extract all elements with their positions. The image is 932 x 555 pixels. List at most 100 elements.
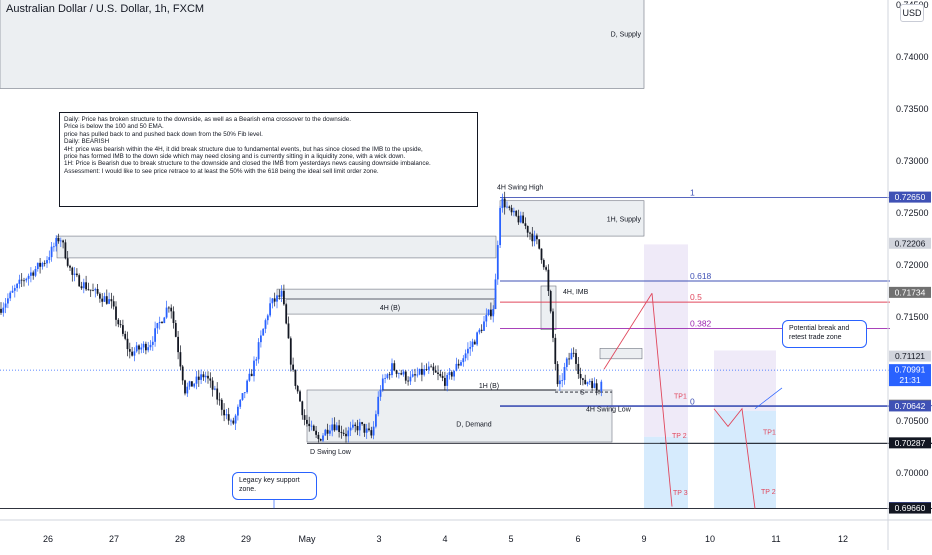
price-label-box <box>889 437 931 449</box>
x-tick-label: 6 <box>575 534 580 544</box>
price-label-text: 0.70642 <box>895 401 926 411</box>
candle-body <box>96 288 99 294</box>
price-label-text: 0.72206 <box>895 238 926 248</box>
candle-body <box>0 308 2 313</box>
price-label-box <box>889 400 931 412</box>
candle-body <box>418 368 421 375</box>
currency-button[interactable]: USD <box>900 4 924 22</box>
candle-body <box>372 426 375 436</box>
callout-pointer <box>754 387 783 409</box>
candle-body <box>177 336 179 353</box>
candle-body <box>469 347 472 349</box>
candle-body <box>363 423 366 433</box>
candle-body <box>292 364 294 370</box>
candle-body <box>317 434 320 439</box>
candle-body <box>193 383 196 387</box>
candle-body <box>462 358 465 363</box>
candle-body <box>147 347 150 351</box>
candle-body <box>179 352 182 367</box>
candle-body <box>62 240 64 243</box>
x-tick-label: 10 <box>705 534 715 544</box>
candle-body <box>32 272 35 276</box>
chart-title: Australian Dollar / U.S. Dollar, 1h, FXC… <box>6 3 205 15</box>
y-tick-label: 0.72000 <box>896 260 929 270</box>
breakout-target-box <box>714 410 776 509</box>
x-tick-label: 12 <box>838 534 848 544</box>
candle-body <box>174 323 177 337</box>
note-line: Price is below the 100 and 50 EMA. <box>64 123 164 131</box>
candle-body <box>430 366 432 368</box>
candle-body <box>467 348 469 354</box>
candle-body <box>506 206 508 208</box>
candle-body <box>211 380 214 390</box>
candle-body <box>149 344 152 348</box>
candle-body <box>117 319 120 325</box>
candle-body <box>216 388 219 400</box>
candle-body <box>361 422 363 424</box>
candle-body <box>220 399 223 410</box>
candle-body <box>239 399 242 407</box>
candle-body <box>94 288 97 291</box>
candle-body <box>411 374 414 377</box>
candle-body <box>4 303 7 308</box>
price-label-time: 21:31 <box>899 375 921 385</box>
candle-body <box>595 383 598 391</box>
candle-body <box>7 298 9 304</box>
candle-body <box>214 388 216 390</box>
candle-body <box>124 333 127 339</box>
candle-body <box>227 414 230 421</box>
candle-body <box>510 207 513 213</box>
candle-body <box>140 347 143 350</box>
candle-body <box>25 278 28 281</box>
candle-body <box>393 363 396 371</box>
fib-label: 0 <box>690 396 695 406</box>
candle-body <box>398 373 400 374</box>
candle-body <box>515 210 518 216</box>
candle-body <box>154 328 156 342</box>
candle-body <box>126 338 129 350</box>
candle-body <box>347 430 350 437</box>
candle-body <box>87 289 90 291</box>
candle-body <box>207 375 209 379</box>
plan-up-path <box>603 293 653 370</box>
y-tick-label: 0.70500 <box>896 416 929 426</box>
candle-body <box>365 428 368 433</box>
candle-body <box>352 424 354 428</box>
candle-body <box>246 380 248 393</box>
candle-body <box>423 369 426 375</box>
candle-body <box>209 378 212 381</box>
candle-body <box>577 363 580 375</box>
candle-body <box>92 290 94 292</box>
candle-body <box>271 298 274 304</box>
candle-body <box>335 425 338 431</box>
candle-body <box>289 338 292 365</box>
candle-body <box>145 343 147 351</box>
candle-body <box>542 260 545 268</box>
candles-layer <box>0 191 603 443</box>
candle-body <box>296 385 299 392</box>
candle-body <box>310 425 313 427</box>
x-tick-label: 11 <box>771 534 780 544</box>
candle-body <box>248 373 251 381</box>
candle-body <box>234 415 237 424</box>
candle-body <box>16 283 18 289</box>
candle-body <box>326 429 329 434</box>
candle-body <box>329 430 331 434</box>
candle-body <box>538 239 541 249</box>
candle-body <box>39 262 41 267</box>
candle-body <box>524 223 527 226</box>
candle-body <box>287 323 290 339</box>
candle-body <box>18 279 21 284</box>
candle-body <box>142 343 145 348</box>
candle-body <box>53 246 55 248</box>
target-box <box>644 436 688 509</box>
fib-label: 0.5 <box>690 292 702 302</box>
candle-body <box>421 368 423 375</box>
candle-body <box>119 324 122 326</box>
candle-body <box>503 198 506 208</box>
candle-body <box>460 362 462 366</box>
candle-body <box>324 429 327 436</box>
